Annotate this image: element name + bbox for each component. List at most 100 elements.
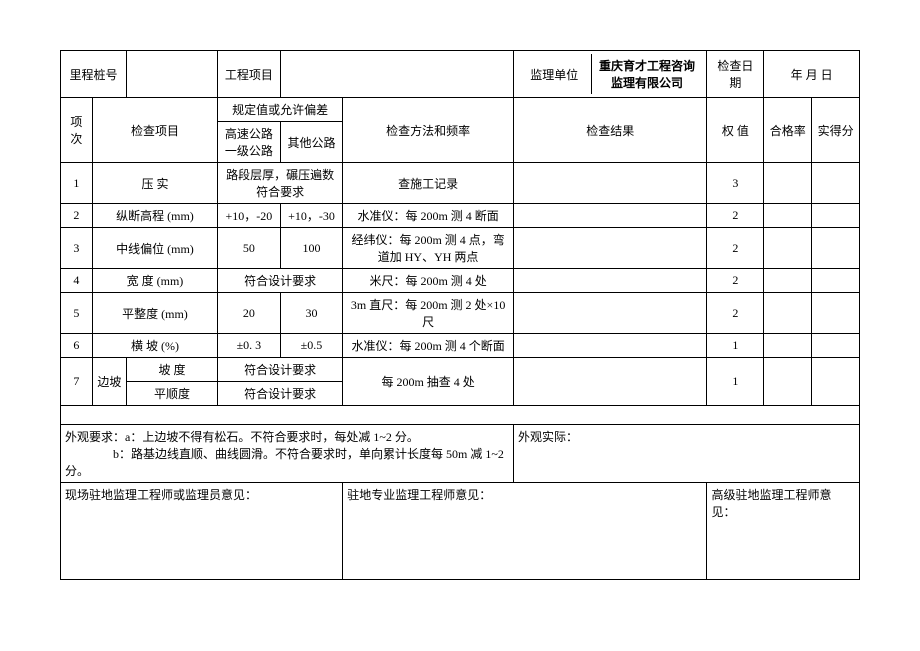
- row-item: 横 坡 (%): [92, 334, 217, 358]
- row7-sub2: 平顺度: [127, 382, 218, 406]
- row-item: 平整度 (mm): [92, 293, 217, 334]
- row-result: [513, 204, 706, 228]
- supervisor-unit-value: 重庆育才工程咨询监理有限公司: [591, 54, 702, 94]
- supervisor-unit-label: 监理单位: [518, 54, 591, 94]
- row-item: 宽 度 (mm): [92, 269, 217, 293]
- row-7a: 7 边坡 坡 度 符合设计要求 每 200m 抽查 4 处 1: [61, 358, 860, 382]
- opinion-senior: 高级驻地监理工程师意见：: [707, 483, 860, 580]
- row-result: [513, 163, 706, 204]
- row-result: [513, 269, 706, 293]
- row-seq: 1: [61, 163, 93, 204]
- row-method: 经纬仪：每 200m 测 4 点，弯道加 HY、YH 两点: [343, 228, 514, 269]
- row-result: [513, 293, 706, 334]
- row-seq: 2: [61, 204, 93, 228]
- row-seq: 5: [61, 293, 93, 334]
- col-weight: 权 值: [707, 98, 764, 163]
- row-result: [513, 334, 706, 358]
- appearance-actual-label: 外观实际：: [518, 430, 578, 444]
- row-pass: [764, 269, 812, 293]
- col-method: 检查方法和频率: [343, 98, 514, 163]
- row-pass: [764, 163, 812, 204]
- row-weight: 1: [707, 334, 764, 358]
- row-item: 压 实: [92, 163, 217, 204]
- check-date-value: 年 月 日: [764, 51, 860, 98]
- project-value: [280, 51, 513, 98]
- spacer-row: [61, 406, 860, 425]
- row-tol2: 100: [280, 228, 343, 269]
- row-tol1: ±0. 3: [218, 334, 281, 358]
- row-score: [812, 334, 860, 358]
- row-pass: [764, 293, 812, 334]
- table-row: 3中线偏位 (mm)50100经纬仪：每 200m 测 4 点，弯道加 HY、Y…: [61, 228, 860, 269]
- col-pass-rate: 合格率: [764, 98, 812, 163]
- row7-result: [513, 358, 706, 406]
- row-result: [513, 228, 706, 269]
- appearance-req-cell: 外观要求：a：上边坡不得有松石。不符合要求时，每处减 1~2 分。 b：路基边线…: [61, 425, 514, 483]
- table-row: 2纵断高程 (mm)+10，-20+10，-30水准仪：每 200m 测 4 断…: [61, 204, 860, 228]
- col-tolerance-sub1: 高速公路 一级公路: [218, 122, 281, 163]
- mileage-value: [127, 51, 218, 98]
- appearance-req-a: a：上边坡不得有松石。不符合要求时，每处减 1~2 分。: [125, 430, 419, 444]
- row-tol1: +10，-20: [218, 204, 281, 228]
- row-tol2: +10，-30: [280, 204, 343, 228]
- row-tol: 路段层厚，碾压遍数符合要求: [218, 163, 343, 204]
- mileage-label: 里程桩号: [61, 51, 127, 98]
- info-row: 里程桩号 工程项目 监理单位 重庆育才工程咨询监理有限公司 检查日期 年 月 日: [61, 51, 860, 98]
- row7-sub2-tol: 符合设计要求: [218, 382, 343, 406]
- row7-seq: 7: [61, 358, 93, 406]
- row-pass: [764, 204, 812, 228]
- row7-score: [812, 358, 860, 406]
- opinion-onsite: 现场驻地监理工程师或监理员意见：: [61, 483, 343, 580]
- col-check-item: 检查项目: [92, 98, 217, 163]
- row-score: [812, 228, 860, 269]
- row-tol1: 50: [218, 228, 281, 269]
- appearance-actual-cell: 外观实际：: [513, 425, 859, 483]
- col-tolerance: 规定值或允许偏差: [218, 98, 343, 122]
- row-method: 水准仪：每 200m 测 4 个断面: [343, 334, 514, 358]
- row-method: 米尺：每 200m 测 4 处: [343, 269, 514, 293]
- row-score: [812, 269, 860, 293]
- row7-group: 边坡: [92, 358, 126, 406]
- row7-sub1-tol: 符合设计要求: [218, 358, 343, 382]
- project-label: 工程项目: [218, 51, 281, 98]
- appearance-req-label: 外观要求：: [65, 430, 125, 444]
- row-weight: 2: [707, 269, 764, 293]
- appearance-req-b: b：路基边线直顺、曲线圆滑。不符合要求时，单向累计长度每 50m 减 1~2 分…: [65, 447, 504, 478]
- row-weight: 2: [707, 228, 764, 269]
- row-tol1: 20: [218, 293, 281, 334]
- row-method: 3m 直尺：每 200m 测 2 处×10 尺: [343, 293, 514, 334]
- opinion-specialist: 驻地专业监理工程师意见：: [343, 483, 707, 580]
- row-item: 纵断高程 (mm): [92, 204, 217, 228]
- row7-method: 每 200m 抽查 4 处: [343, 358, 514, 406]
- row-pass: [764, 334, 812, 358]
- row-tol: 符合设计要求: [218, 269, 343, 293]
- check-date-label: 检查日期: [707, 51, 764, 98]
- row-score: [812, 163, 860, 204]
- table-row: 1压 实路段层厚，碾压遍数符合要求查施工记录 3: [61, 163, 860, 204]
- row-score: [812, 204, 860, 228]
- table-row: 4宽 度 (mm)符合设计要求米尺：每 200m 测 4 处 2: [61, 269, 860, 293]
- opinions-row: 现场驻地监理工程师或监理员意见： 驻地专业监理工程师意见： 高级驻地监理工程师意…: [61, 483, 860, 580]
- row-method: 水准仪：每 200m 测 4 断面: [343, 204, 514, 228]
- row-item: 中线偏位 (mm): [92, 228, 217, 269]
- row-method: 查施工记录: [343, 163, 514, 204]
- col-seq: 项 次: [61, 98, 93, 163]
- row-pass: [764, 228, 812, 269]
- row7-sub1: 坡 度: [127, 358, 218, 382]
- row-weight: 2: [707, 204, 764, 228]
- col-result: 检查结果: [513, 98, 706, 163]
- row-score: [812, 293, 860, 334]
- row7-pass: [764, 358, 812, 406]
- row7-weight: 1: [707, 358, 764, 406]
- column-header-row-1: 项 次 检查项目 规定值或允许偏差 检查方法和频率 检查结果 权 值 合格率 实…: [61, 98, 860, 122]
- col-score: 实得分: [812, 98, 860, 163]
- row-tol2: ±0.5: [280, 334, 343, 358]
- table-row: 5平整度 (mm)20303m 直尺：每 200m 测 2 处×10 尺2: [61, 293, 860, 334]
- row-seq: 4: [61, 269, 93, 293]
- row-tol2: 30: [280, 293, 343, 334]
- row-seq: 3: [61, 228, 93, 269]
- notes-row: 外观要求：a：上边坡不得有松石。不符合要求时，每处减 1~2 分。 b：路基边线…: [61, 425, 860, 483]
- row-weight: 3: [707, 163, 764, 204]
- row-seq: 6: [61, 334, 93, 358]
- inspection-form-table: 里程桩号 工程项目 监理单位 重庆育才工程咨询监理有限公司 检查日期 年 月 日…: [60, 50, 860, 580]
